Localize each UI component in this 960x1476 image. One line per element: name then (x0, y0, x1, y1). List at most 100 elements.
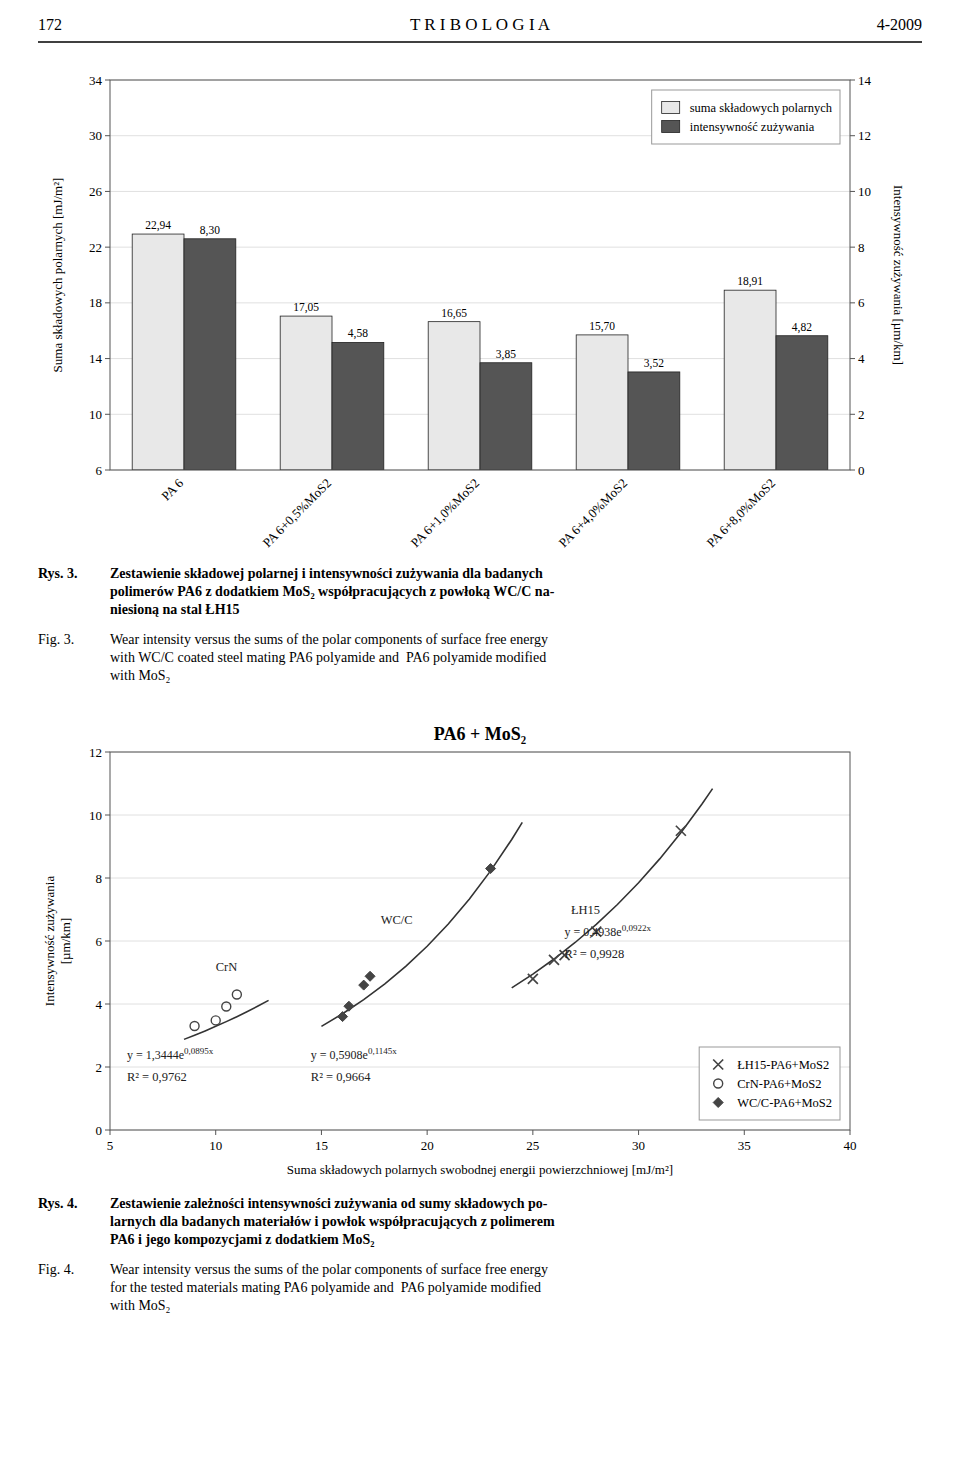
data-label: 4,58 (348, 327, 368, 340)
caption-label: Fig. 4. (38, 1262, 74, 1277)
bar (776, 336, 828, 470)
caption-line: polimerów PA6 z dodatkiem MoS₂ współprac… (110, 584, 555, 599)
y2-tick-label: 6 (858, 295, 865, 310)
tick-mark (850, 1130, 851, 1135)
legend-label: intensywność zużywania (690, 120, 815, 134)
y-tick-label: 10 (89, 808, 102, 823)
point (359, 980, 369, 990)
caption-label: Rys. 3. (38, 566, 78, 581)
x-tick-label: 15 (315, 1138, 328, 1153)
x-tick-label: 40 (844, 1138, 857, 1153)
legend-label: ŁH15-PA6+MoS2 (737, 1058, 829, 1072)
annotation: CrN (216, 960, 238, 974)
y-tick-label: 14 (89, 351, 103, 366)
caption-line: with MoS₂ (110, 668, 171, 683)
annotation-text: R² = 0,9762 (127, 1070, 187, 1084)
tick-mark (744, 1130, 745, 1135)
tick-mark (105, 1004, 110, 1005)
caption-line: with WC/C coated steel mating PA6 polyam… (110, 650, 546, 665)
bar (332, 342, 384, 470)
y-tick-label: 12 (89, 745, 102, 760)
legend-swatch (713, 1060, 723, 1070)
tick-mark (850, 80, 855, 81)
legend-swatch (662, 121, 680, 133)
tick-mark (105, 80, 110, 81)
tick-mark (850, 191, 855, 192)
tick-mark (532, 1130, 533, 1135)
caption-line: for the tested materials mating PA6 poly… (110, 1280, 541, 1295)
x-tick-label: 10 (209, 1138, 222, 1153)
x-tick-label: PA 6+4,0%MoS2 (555, 476, 630, 551)
tick-mark (850, 414, 855, 415)
point (222, 1002, 231, 1011)
annotation-text: CrN (216, 960, 238, 974)
x-tick-label: 25 (526, 1138, 539, 1153)
bar (628, 372, 680, 470)
annotation: y = 0,5908e0,1145x (311, 1046, 398, 1062)
legend-swatch (662, 102, 680, 114)
y2-tick-label: 14 (858, 73, 872, 88)
fit-line (184, 1000, 269, 1039)
y-tick-label: 0 (96, 1123, 103, 1138)
page-header-right: 4-2009 (877, 16, 922, 33)
point (528, 974, 538, 984)
plot-frame (110, 80, 850, 470)
tick-mark (850, 135, 855, 136)
fit-line (321, 822, 522, 1026)
caption-line: niesioną na stal ŁH15 (110, 602, 240, 617)
tick-mark (105, 247, 110, 248)
grid-line (110, 815, 850, 816)
point (549, 955, 559, 965)
y-tick-label: 8 (96, 871, 103, 886)
y-tick-label: 26 (89, 184, 103, 199)
caption: Rys. 3.Zestawienie składowej polarnej i … (38, 566, 555, 683)
bar (428, 322, 480, 470)
tick-mark (105, 414, 110, 415)
tick-mark (110, 1130, 111, 1135)
point (676, 826, 686, 836)
fit-line (512, 789, 713, 988)
legend-box (652, 90, 840, 144)
tick-mark (105, 941, 110, 942)
point (338, 1012, 348, 1022)
y2-tick-label: 4 (858, 351, 865, 366)
caption-line: PA6 i jego kompozycjami z dodatkiem MoS₂ (110, 1232, 374, 1247)
annotation-text: y = 0,4938e (565, 925, 622, 939)
legend: suma składowych polarnych intensywność zu… (652, 90, 840, 144)
bar (132, 234, 184, 470)
data-label: 4,82 (792, 321, 812, 334)
tick-mark (105, 358, 110, 359)
tick-mark (638, 1130, 639, 1135)
legend-label: WC/C-PA6+MoS2 (737, 1096, 832, 1110)
tick-mark (850, 470, 855, 471)
tick-mark (105, 878, 110, 879)
data-label: 15,70 (589, 320, 615, 333)
annotation-text: y = 0,5908e (311, 1048, 368, 1062)
annotation-superscript: 0,0895x (184, 1046, 214, 1056)
bar (280, 316, 332, 470)
x-tick-label: 5 (107, 1138, 114, 1153)
annotation-superscript: 0,0922x (622, 923, 652, 933)
y-tick-label: 34 (89, 73, 103, 88)
y-tick-label: 10 (89, 407, 102, 422)
x-tick-label: PA 6+0,5%MoS2 (259, 476, 334, 551)
caption-label: Rys. 4. (38, 1196, 78, 1211)
point (232, 990, 241, 999)
point (344, 1001, 354, 1011)
tick-mark (850, 247, 855, 248)
page-header-left: 172 (38, 16, 62, 33)
annotation: y = 0,4938e0,0922x (565, 923, 652, 939)
legend-label: suma składowych polarnych (690, 101, 833, 115)
y-tick-label: 2 (96, 1060, 103, 1075)
y2-tick-label: 10 (858, 184, 871, 199)
tick-mark (850, 358, 855, 359)
legend-swatch (713, 1098, 723, 1108)
caption-line: with MoS₂ (110, 1298, 171, 1313)
annotation-text: ŁH15 (571, 903, 600, 917)
tick-mark (105, 1130, 110, 1131)
x-tick-label: 30 (632, 1138, 645, 1153)
annotation: R² = 0,9928 (565, 947, 625, 961)
y-tick-label: 6 (96, 463, 103, 478)
annotation-text: WC/C (381, 913, 413, 927)
tick-mark (105, 302, 110, 303)
